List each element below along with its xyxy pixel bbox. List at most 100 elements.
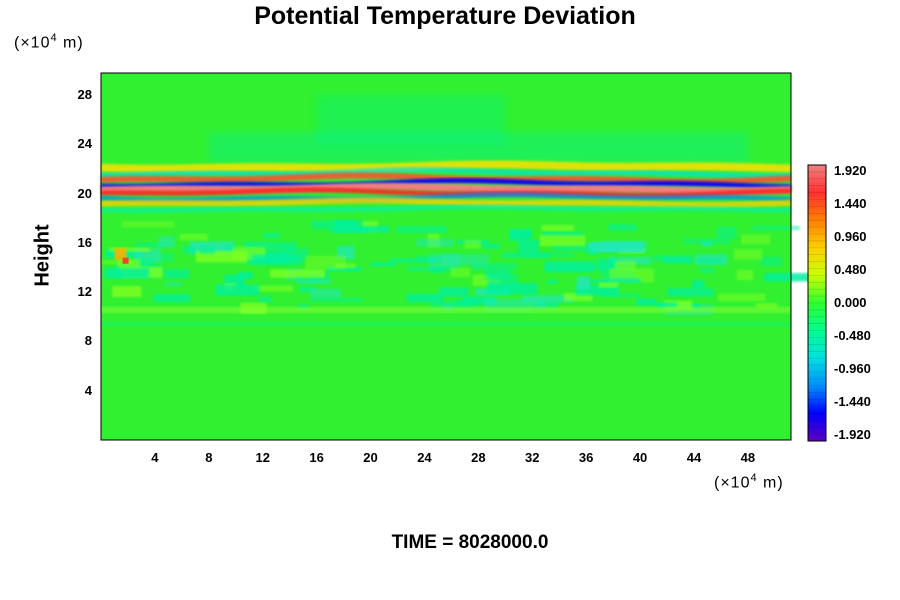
field-patch (243, 241, 297, 251)
field-patch (659, 302, 678, 308)
colorbar-levels (808, 171, 826, 435)
field-patch (652, 254, 691, 262)
y-tick-label: 16 (77, 234, 92, 250)
y-tick-label: 20 (77, 185, 92, 201)
field-patch (716, 226, 737, 239)
x-tick-label: 36 (578, 450, 594, 465)
field-patch (158, 236, 175, 248)
field-patch (614, 260, 636, 271)
field-patch (164, 269, 190, 279)
colorbar-tick-label: 1.440 (834, 195, 867, 211)
field-patch (525, 252, 574, 258)
plot-frame (100, 72, 792, 441)
field-patch (734, 249, 763, 260)
colorbar-tick-label: -0.480 (834, 328, 871, 344)
colorbar-tick-label: 1.920 (834, 162, 867, 178)
y-tick-label: 8 (84, 333, 92, 349)
colorbar-tick-label: -0.960 (834, 361, 871, 377)
colorbar-tick-label: 0.000 (834, 295, 867, 310)
field-patch (101, 260, 132, 265)
y-tick-label: 12 (77, 284, 92, 300)
field-patch (334, 219, 356, 233)
field-patch (287, 248, 309, 260)
field-patch (136, 258, 154, 268)
field-patch (370, 262, 396, 267)
field-patch (598, 282, 619, 288)
x-tick-label: 40 (632, 450, 648, 465)
field-patch (521, 294, 575, 303)
field-patch (396, 225, 447, 234)
field-patch (764, 273, 812, 282)
field-patch (472, 262, 517, 271)
colorbar-tick-label: 0.960 (834, 228, 867, 244)
field-patch (121, 220, 175, 228)
field-warm-spot (122, 257, 129, 264)
field-band-yellow (101, 197, 791, 209)
field-patch (532, 299, 547, 310)
x-tick-label: 44 (686, 450, 702, 465)
field-streak (101, 321, 791, 326)
field-patch (309, 297, 363, 302)
x-tick-label: 4 (151, 450, 159, 465)
colorbar-tick-label: -1.920 (834, 427, 871, 443)
field-patch (251, 285, 293, 292)
y-tick-label: 24 (77, 136, 92, 152)
field-patch (108, 247, 151, 252)
field-patch (428, 253, 460, 268)
field-patch (563, 293, 593, 301)
field-patch (541, 224, 574, 232)
field-patch (406, 266, 458, 272)
field-patch (164, 281, 183, 287)
x-axis-unit: (×104 m) (714, 472, 784, 492)
x-tick-label: 12 (255, 450, 270, 465)
x-tick-label: 20 (363, 450, 378, 465)
field-patch (462, 296, 497, 305)
field-haze (208, 132, 748, 163)
x-tick-label: 24 (417, 450, 432, 465)
field-patch (552, 243, 599, 252)
field-patch (153, 294, 191, 303)
field-streak (101, 306, 791, 313)
field-patch (390, 258, 440, 264)
field-patch (518, 239, 539, 254)
y-tick-label: 4 (84, 382, 92, 398)
field-patch (252, 255, 303, 266)
field-patch (741, 234, 771, 245)
field-patch (489, 273, 519, 287)
colorbar-tick-label: 0.480 (834, 261, 867, 277)
field-patch (575, 284, 619, 296)
field-patch (225, 244, 238, 255)
field-patch (608, 224, 637, 231)
field-patch (601, 293, 641, 298)
field-band-yellow (101, 160, 791, 173)
field-patch (586, 279, 642, 284)
field-patch (158, 253, 174, 262)
y-tick-label: 28 (77, 87, 92, 103)
field-patch (683, 238, 731, 244)
field-patch (701, 241, 713, 247)
field-patch (199, 246, 215, 254)
field-patch (179, 233, 208, 241)
x-tick-label: 28 (471, 450, 486, 465)
field-patch (509, 230, 531, 242)
field-patch (700, 267, 714, 273)
field-patch (270, 269, 325, 278)
field-patch (542, 231, 583, 238)
field-patch (736, 269, 754, 281)
field-patch (482, 243, 500, 249)
field-patch (596, 258, 619, 271)
x-tick-label: 48 (740, 450, 756, 465)
field-patch (355, 226, 390, 233)
field-patch (299, 286, 316, 293)
field-patch (463, 239, 481, 249)
field-patch (472, 274, 501, 287)
field-patch (237, 271, 253, 279)
field-patch (664, 300, 693, 310)
field-patch (310, 288, 342, 298)
field-patch (182, 246, 196, 253)
field-patch (486, 283, 538, 295)
field-patch (298, 304, 309, 309)
colorbar (807, 164, 827, 442)
field-patch (755, 303, 778, 308)
